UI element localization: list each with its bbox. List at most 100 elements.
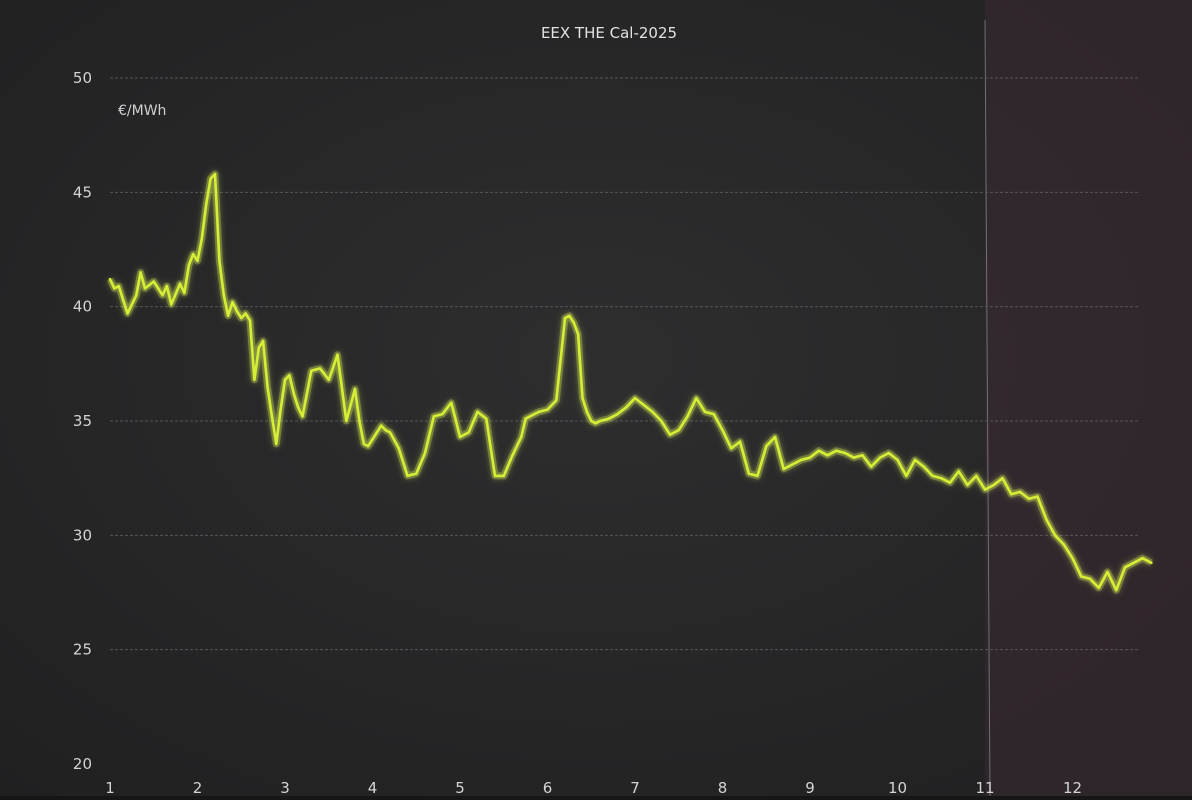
x-tick-label: 10 xyxy=(888,779,907,796)
data-point xyxy=(1053,534,1057,537)
data-point xyxy=(366,444,370,448)
data-point xyxy=(1001,476,1004,480)
data-point xyxy=(362,442,365,446)
data-point xyxy=(327,378,330,382)
data-point xyxy=(283,378,287,382)
x-tick-label: 9 xyxy=(805,779,815,796)
x-tick-label: 1 xyxy=(105,779,115,796)
data-point xyxy=(870,465,873,468)
data-point xyxy=(800,458,803,462)
data-point xyxy=(415,472,418,475)
y-tick-label: 20 xyxy=(73,755,92,773)
data-point xyxy=(607,417,610,420)
data-point xyxy=(222,294,225,297)
data-point xyxy=(253,378,256,382)
data-point xyxy=(765,444,768,448)
data-point xyxy=(205,202,208,205)
data-point xyxy=(371,438,374,441)
data-point xyxy=(957,470,960,473)
data-point xyxy=(931,474,934,478)
data-point xyxy=(113,287,116,290)
x-tick-label: 3 xyxy=(280,779,290,796)
data-point xyxy=(244,312,247,315)
data-point xyxy=(817,449,820,452)
data-point xyxy=(384,428,387,432)
data-point xyxy=(747,472,750,475)
data-point xyxy=(441,412,444,416)
x-tick-label: 8 xyxy=(718,779,728,796)
data-point xyxy=(165,284,169,288)
x-tick-label: 6 xyxy=(543,779,553,796)
data-point xyxy=(677,428,680,432)
data-point xyxy=(1097,586,1100,590)
data-point xyxy=(502,474,505,478)
data-point xyxy=(1045,518,1048,521)
data-point xyxy=(660,419,663,423)
data-point xyxy=(887,451,890,455)
data-point xyxy=(773,435,777,439)
data-point xyxy=(878,456,882,459)
data-point xyxy=(240,316,243,320)
data-point xyxy=(279,408,282,411)
data-point xyxy=(651,410,654,414)
data-point xyxy=(524,417,527,420)
data-point xyxy=(135,294,138,297)
y-tick-label: 35 xyxy=(73,412,92,430)
series-group xyxy=(106,170,1153,594)
data-point xyxy=(730,447,733,450)
data-point xyxy=(209,177,212,180)
data-point xyxy=(940,476,943,480)
data-point xyxy=(432,415,435,418)
data-point xyxy=(458,435,462,439)
data-point xyxy=(375,431,379,434)
data-point xyxy=(695,396,698,400)
data-point xyxy=(231,300,234,304)
data-point xyxy=(261,339,265,343)
y-unit-label: €/MWh xyxy=(118,103,166,119)
data-point xyxy=(1010,492,1013,496)
data-point xyxy=(275,442,278,446)
data-point xyxy=(226,314,230,318)
data-point xyxy=(1080,575,1083,578)
data-point xyxy=(738,440,742,443)
data-point xyxy=(922,465,925,468)
data-point xyxy=(703,410,707,414)
data-point xyxy=(183,291,186,295)
data-point xyxy=(1036,495,1039,498)
data-point xyxy=(546,408,549,411)
data-point xyxy=(296,406,300,409)
chart-title: EEX THE Cal-2025 xyxy=(541,24,677,42)
data-point xyxy=(143,287,147,290)
data-point xyxy=(835,449,838,452)
data-point xyxy=(117,284,120,288)
data-point xyxy=(563,316,567,320)
data-point xyxy=(594,422,597,425)
data-point xyxy=(108,278,112,281)
data-point xyxy=(1088,577,1092,580)
x-tick-label: 2 xyxy=(193,779,203,796)
data-point xyxy=(642,403,645,407)
y-tick-label: 40 xyxy=(73,298,92,316)
data-point xyxy=(476,410,479,414)
series-points xyxy=(108,172,1153,592)
data-point xyxy=(1141,557,1144,560)
data-point xyxy=(572,321,575,324)
data-point xyxy=(721,428,724,432)
data-point xyxy=(235,310,239,313)
data-point xyxy=(668,433,672,436)
data-point xyxy=(686,415,689,418)
data-point xyxy=(187,264,190,267)
x-tick-label: 5 xyxy=(455,779,465,796)
data-point xyxy=(590,419,593,423)
data-point xyxy=(1150,561,1153,564)
data-point xyxy=(121,298,125,302)
y-tick-label: 25 xyxy=(73,641,92,659)
data-point xyxy=(485,417,488,420)
data-point xyxy=(1027,497,1030,500)
data-point xyxy=(585,410,589,414)
data-point xyxy=(200,236,204,240)
data-point xyxy=(467,431,470,434)
data-point xyxy=(301,415,304,418)
